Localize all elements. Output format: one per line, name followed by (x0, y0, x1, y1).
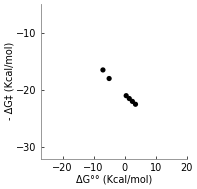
Point (125, 94, 128, 97)
Point (128, 97, 131, 100)
Point (134, 103, 137, 106)
Point (108, 77, 111, 80)
X-axis label: ΔG°° (Kcal/mol): ΔG°° (Kcal/mol) (76, 175, 152, 185)
Point (101, 68, 104, 71)
Point (131, 100, 134, 103)
Y-axis label: - ΔG‡ (Kcal/mol): - ΔG‡ (Kcal/mol) (4, 42, 14, 121)
